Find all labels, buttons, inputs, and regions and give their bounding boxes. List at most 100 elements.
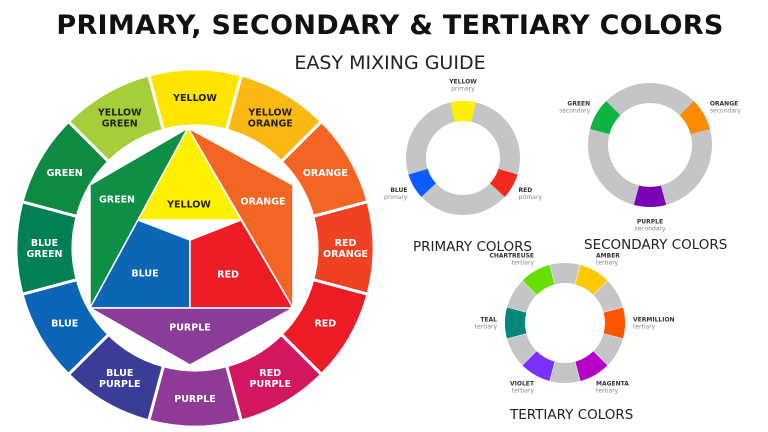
donut-label: CHARTREUSE tertiary: [489, 253, 534, 267]
donut-label-line: primary: [451, 86, 475, 93]
donut-label-line: tertiary: [475, 324, 498, 331]
ring-label-line: RED: [314, 319, 336, 330]
ring-label: RED ORANGE: [323, 238, 368, 260]
donut-segment: [590, 101, 621, 135]
inner-blue-label: BLUE: [131, 268, 158, 279]
ring-label-line: YELLOW: [247, 108, 292, 119]
ring-label-line: BLUE: [31, 238, 58, 249]
ring-label: ORANGE: [303, 168, 348, 179]
donut-label: GREEN secondary: [559, 101, 591, 115]
donut-label: AMBER tertiary: [596, 253, 620, 267]
donut-segment: [450, 101, 476, 122]
ring-label-line: BLUE: [51, 319, 78, 330]
ring-label: YELLOW: [172, 93, 217, 104]
donut-label: YELLOW primary: [448, 79, 477, 93]
tertiary-caption: TERTIARY COLORS: [510, 407, 634, 423]
page-title: PRIMARY, SECONDARY & TERTIARY COLORS: [56, 10, 724, 41]
donut-label: TEAL tertiary: [475, 317, 498, 331]
ring-label-line: PURPLE: [174, 394, 216, 405]
inner-purple-region: [87, 307, 296, 366]
ring-label-line: RED: [259, 368, 281, 379]
ring-label-line: RED: [335, 238, 357, 249]
donut-label-line: tertiary: [633, 324, 656, 331]
donut-segment: [575, 265, 608, 295]
donut-label: BLUE primary: [384, 187, 408, 201]
ring-label-line: PURPLE: [99, 379, 141, 390]
primary-caption: PRIMARY COLORS: [413, 239, 533, 255]
donut-label: RED primary: [518, 187, 542, 201]
ring-label: YELLOW ORANGE: [247, 108, 292, 130]
donut-label-line: primary: [518, 194, 542, 201]
donut-label-line: secondary: [559, 108, 591, 115]
donut-label: VIOLET tertiary: [510, 381, 535, 395]
ring-label: GREEN: [47, 168, 83, 179]
donut-label-line: GREEN: [567, 101, 590, 108]
donut-label: ORANGE secondary: [710, 101, 742, 115]
donut-label-line: ORANGE: [710, 101, 738, 108]
donut-label-line: VIOLET: [510, 381, 535, 388]
inner-red-label-line: RED: [217, 269, 239, 280]
ring-label: YELLOW GREEN: [97, 108, 142, 130]
ring-label: BLUE: [51, 319, 78, 330]
donut-divider: [506, 332, 527, 340]
donut-segment: [575, 351, 608, 381]
ring-label-line: ORANGE: [303, 168, 348, 179]
ring-label-line: PURPLE: [250, 379, 292, 390]
ring-label-line: BLUE: [106, 368, 133, 379]
donut-label-line: tertiary: [512, 388, 535, 395]
inner-orange-label: ORANGE: [241, 196, 286, 207]
donut-label-line: secondary: [634, 226, 666, 233]
donut-label-line: primary: [384, 194, 408, 201]
page-subtitle: EASY MIXING GUIDE: [294, 52, 486, 74]
donut-segment: [522, 351, 555, 381]
ring-label-line: YELLOW: [172, 93, 217, 104]
inner-green-label: GREEN: [99, 194, 135, 205]
ring-label: PURPLE: [174, 394, 216, 405]
ring-label: BLUE PURPLE: [99, 368, 141, 390]
inner-purple-label-line: PURPLE: [169, 322, 211, 333]
ring-segment: [66, 73, 166, 164]
donut-label-line: tertiary: [512, 259, 535, 266]
donut-label-line: YELLOW: [448, 79, 477, 86]
donut-ring: [406, 101, 520, 215]
ring-label-line: GREEN: [26, 249, 62, 260]
donut-segment: [603, 307, 625, 339]
donut-label-line: VERMILLION: [633, 317, 675, 324]
ring-label: BLUE GREEN: [26, 238, 62, 260]
donut-label-line: MAGENTA: [596, 381, 629, 388]
inner-yellow-label-line: YELLOW: [166, 199, 211, 210]
donut-segment: [490, 168, 518, 197]
inner-yellow-label: YELLOW: [166, 199, 211, 210]
ring-label: RED PURPLE: [250, 368, 292, 390]
inner-orange-label-line: ORANGE: [241, 196, 286, 207]
ring-label-line: ORANGE: [323, 249, 368, 260]
donut-label-line: tertiary: [596, 259, 619, 266]
ring-label-line: GREEN: [102, 118, 138, 129]
ring-label-line: GREEN: [47, 168, 83, 179]
donut-segment: [522, 265, 555, 295]
inner-green-label-line: GREEN: [99, 194, 135, 205]
donut-segment: [505, 307, 527, 339]
ring-label-line: ORANGE: [248, 118, 293, 129]
inner-red-label: RED: [217, 269, 239, 280]
inner-blue-label-line: BLUE: [131, 268, 158, 279]
secondary-caption: SECONDARY COLORS: [584, 237, 728, 253]
donut-divider: [506, 306, 527, 314]
donut-label-line: secondary: [710, 108, 742, 115]
ring-label-line: YELLOW: [97, 108, 142, 119]
inner-yellow-region: [136, 126, 243, 221]
donut-label-line: CHARTREUSE: [489, 253, 534, 260]
donut-label-line: tertiary: [596, 388, 619, 395]
donut-label: MAGENTA tertiary: [596, 381, 629, 395]
donut-label-line: RED: [518, 187, 532, 194]
donut-label-line: BLUE: [390, 187, 407, 194]
inner-purple-label: PURPLE: [169, 322, 211, 333]
donut-label-line: PURPLE: [637, 219, 663, 226]
donut-label-line: AMBER: [596, 253, 620, 260]
donut-label: PURPLE secondary: [634, 219, 666, 233]
donut-segment: [408, 168, 436, 197]
ring-label: RED: [314, 319, 336, 330]
donut-label-line: TEAL: [480, 317, 497, 324]
donut-segment: [633, 185, 667, 207]
